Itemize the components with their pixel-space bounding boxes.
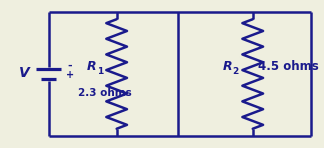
Text: 2.3 ohms: 2.3 ohms: [78, 88, 132, 98]
Text: 1: 1: [97, 67, 103, 76]
Text: -: -: [67, 61, 72, 71]
Text: R: R: [87, 60, 96, 73]
Text: 2: 2: [233, 67, 239, 76]
Text: +: +: [65, 70, 74, 81]
Text: R: R: [223, 60, 232, 73]
Text: V: V: [19, 66, 30, 79]
Text: 4.5 ohms: 4.5 ohms: [258, 60, 319, 73]
